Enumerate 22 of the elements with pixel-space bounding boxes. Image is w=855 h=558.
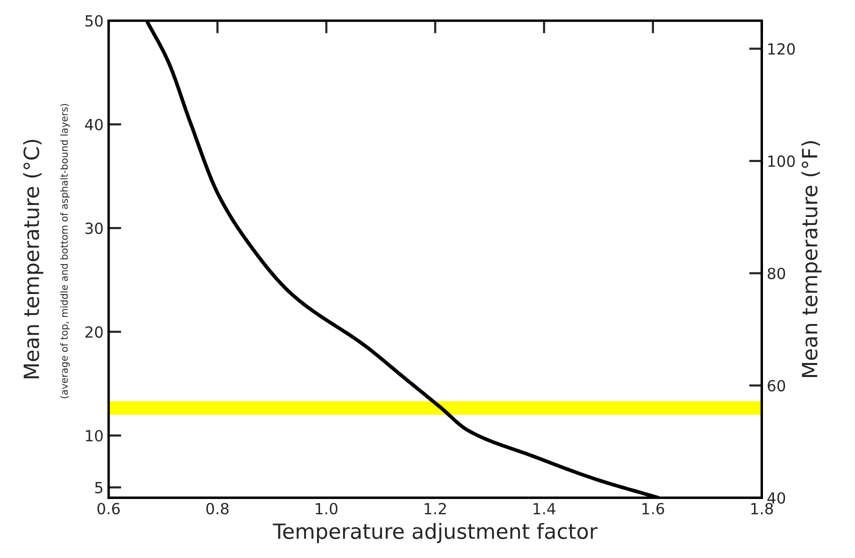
y-tick-label: 50 [85,15,103,27]
x-tick-label: 0.8 [206,502,229,514]
y-tick-label: 5 [95,482,102,494]
y2-tick-label: 80 [768,268,786,280]
text: (average of top, middle and bottom of asphalt-bound layers) [60,104,70,398]
x-tick-label: 1.0 [316,502,338,514]
x-tick-label: 1.2 [424,502,446,514]
y2-tick-label: 100 [768,155,795,167]
y-tick-label: 10 [86,430,103,442]
y2-axis-title: Mean temperature (°F) [801,141,822,377]
y2-tick-label: 40 [767,492,786,504]
y-tick-label: 40 [85,118,103,130]
y-tick-label: 20 [85,326,103,338]
x-tick-label: 1.8 [751,502,773,514]
x-tick-label: 0.6 [97,502,120,514]
y-tick-label: 30 [85,222,103,234]
y2-tick-label: 120 [768,43,795,55]
x-axis-title: Temperature adjustment factor [272,522,598,544]
x-tick-label: 1.6 [642,502,664,514]
x-tick-label: 1.4 [534,503,556,514]
y2-tick-label: 60 [768,380,786,392]
y-axis-title: Mean temperature (°C) [23,140,44,378]
